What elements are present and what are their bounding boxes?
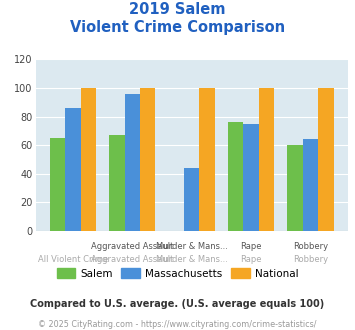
Bar [109, 135, 125, 231]
Bar [81, 88, 96, 231]
Text: 2019 Salem: 2019 Salem [129, 2, 226, 16]
Text: Robbery: Robbery [293, 242, 328, 251]
Legend: Salem, Massachusetts, National: Salem, Massachusetts, National [53, 264, 302, 283]
Text: Compared to U.S. average. (U.S. average equals 100): Compared to U.S. average. (U.S. average … [31, 299, 324, 309]
Text: © 2025 CityRating.com - https://www.cityrating.com/crime-statistics/: © 2025 CityRating.com - https://www.city… [38, 320, 317, 329]
Text: Murder & Mans...: Murder & Mans... [156, 242, 228, 251]
Text: Violent Crime Comparison: Violent Crime Comparison [70, 20, 285, 35]
Text: Murder & Mans...: Murder & Mans... [156, 255, 228, 264]
Bar [318, 88, 334, 231]
Text: Rape: Rape [240, 255, 262, 264]
Bar [125, 94, 140, 231]
Bar [140, 88, 155, 231]
Bar [244, 124, 259, 231]
Text: Aggravated Assault: Aggravated Assault [91, 255, 174, 264]
Text: Aggravated Assault: Aggravated Assault [91, 242, 174, 251]
Bar [50, 138, 65, 231]
Bar [200, 88, 215, 231]
Bar [228, 122, 244, 231]
Bar [259, 88, 274, 231]
Text: Rape: Rape [240, 242, 262, 251]
Text: All Violent Crime: All Violent Crime [38, 255, 108, 264]
Bar [65, 108, 81, 231]
Bar [287, 145, 303, 231]
Bar [303, 140, 318, 231]
Bar [184, 168, 200, 231]
Text: Robbery: Robbery [293, 255, 328, 264]
